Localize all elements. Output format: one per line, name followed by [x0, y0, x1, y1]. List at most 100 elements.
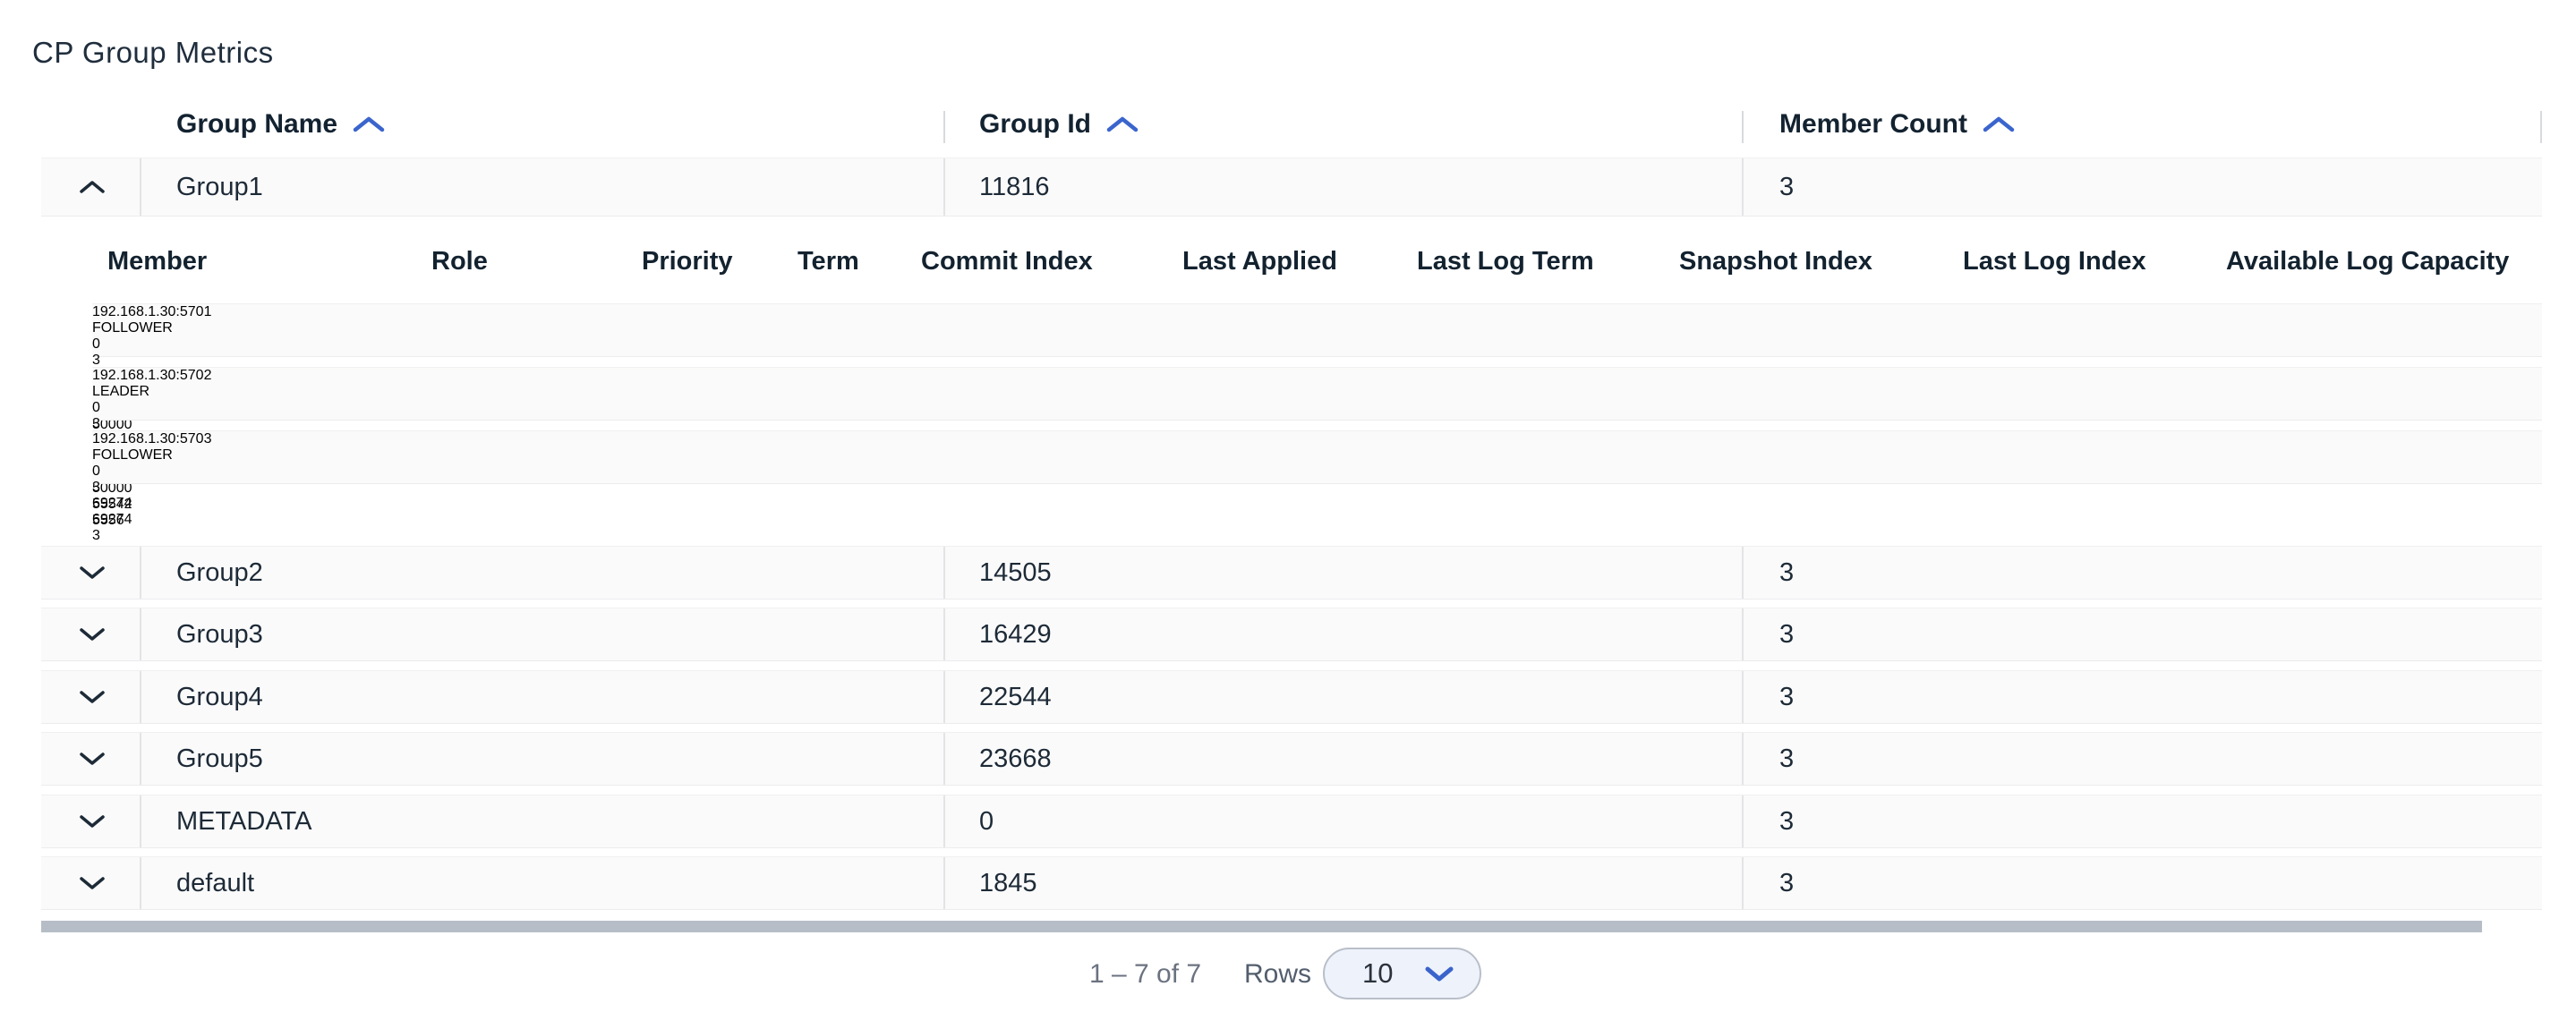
page-range-label: 1 – 7 of 7	[1089, 959, 1202, 989]
last-log-index-column-header: Last Log Index	[1963, 246, 2146, 276]
member-count-cell: 3	[1779, 806, 1795, 836]
cell-divider	[1742, 671, 1744, 723]
expand-row-button[interactable]	[71, 547, 114, 599]
member-cell: 192.168.1.30:5701	[92, 304, 212, 319]
chevron-down-icon	[79, 689, 106, 705]
term-cell: 3	[92, 416, 100, 431]
expand-row-button[interactable]	[71, 608, 114, 660]
role-cell: FOLLOWER	[92, 447, 173, 463]
page-title: CP Group Metrics	[32, 36, 274, 69]
cell-divider	[140, 671, 141, 723]
group-row-default[interactable]: default 1845 3	[41, 856, 2542, 910]
cell-divider	[943, 795, 945, 847]
member-cell: 192.168.1.30:5702	[92, 368, 212, 383]
rows-per-page-label: Rows	[1244, 959, 1312, 989]
commit-index-column-header: Commit Index	[921, 246, 1093, 276]
snapshot-index-column-header: Snapshot Index	[1679, 246, 1872, 276]
cell-divider	[943, 733, 945, 785]
cell-divider	[1742, 795, 1744, 847]
expand-row-button[interactable]	[71, 733, 114, 785]
chevron-down-icon	[79, 751, 106, 767]
group-row-group4[interactable]: Group4 22544 3	[41, 670, 2542, 724]
group-row-metadata[interactable]: METADATA 0 3	[41, 795, 2542, 848]
chevron-down-icon	[79, 626, 106, 642]
chevron-down-icon	[79, 565, 106, 581]
priority-cell: 0	[92, 463, 100, 479]
expand-row-button[interactable]	[71, 671, 114, 723]
cell-divider	[140, 733, 141, 785]
snapshot-index-cell: 50000	[92, 480, 132, 496]
group-id-cell: 1845	[979, 868, 1037, 897]
group-name-cell: Group2	[176, 557, 263, 587]
group-name-cell: default	[176, 868, 255, 897]
member-count-cell: 3	[1779, 557, 1795, 587]
cell-divider	[1742, 608, 1744, 660]
member-row: 192.168.1.30:5702 LEADER 0 3 55541 55541…	[92, 367, 2542, 528]
header-divider	[1742, 111, 1744, 143]
cell-divider	[943, 547, 945, 599]
available-log-capacity-column-header: Available Log Capacity	[2226, 246, 2510, 276]
expand-row-button[interactable]	[71, 795, 114, 847]
sort-ascending-icon	[1982, 115, 2016, 134]
column-header-label: Group Id	[979, 109, 1091, 139]
last-applied-cell: 69274	[92, 512, 132, 527]
cell-divider	[140, 158, 141, 216]
group-id-cell: 0	[979, 806, 994, 836]
cell-divider	[140, 795, 141, 847]
last-applied-column-header: Last Applied	[1182, 246, 1337, 276]
column-header-group-id[interactable]: Group Id	[979, 104, 1139, 145]
horizontal-scrollbar-thumb[interactable]	[41, 921, 2482, 932]
horizontal-scrollbar-track	[41, 921, 2542, 932]
member-count-cell: 3	[1779, 172, 1795, 201]
member-table-header: Member Role Priority Term Commit Index L…	[92, 242, 2542, 281]
column-header-label: Group Name	[176, 109, 338, 139]
term-column-header: Term	[798, 246, 859, 276]
group-name-cell: Group3	[176, 619, 263, 649]
term-cell: 3	[92, 353, 100, 368]
cell-divider	[943, 158, 945, 216]
cell-divider	[1742, 547, 1744, 599]
last-log-term-column-header: Last Log Term	[1417, 246, 1594, 276]
group-row-group2[interactable]: Group2 14505 3	[41, 546, 2542, 600]
rows-per-page-select[interactable]: 10	[1323, 948, 1481, 999]
cell-divider	[943, 671, 945, 723]
role-cell: FOLLOWER	[92, 320, 173, 336]
commit-index-cell: 69274	[92, 496, 132, 511]
member-row: 192.168.1.30:5703 FOLLOWER 0 3 69274 692…	[92, 430, 2542, 591]
snapshot-index-cell: 50000	[92, 417, 132, 432]
group-row-group5[interactable]: Group5 23668 3	[41, 732, 2542, 786]
group-id-cell: 14505	[979, 557, 1052, 587]
group-name-cell: Group1	[176, 172, 263, 201]
member-column-header: Member	[107, 246, 208, 276]
sort-ascending-icon	[352, 115, 386, 134]
column-header-label: Member Count	[1779, 109, 1967, 139]
cell-divider	[140, 857, 141, 909]
member-count-cell: 3	[1779, 744, 1795, 773]
last-log-term-cell: 3	[92, 528, 100, 543]
chevron-down-icon	[79, 813, 106, 829]
group-name-cell: METADATA	[176, 806, 312, 836]
group-name-cell: Group4	[176, 682, 263, 711]
expand-row-button[interactable]	[71, 857, 114, 909]
chevron-down-icon	[1424, 965, 1454, 982]
cell-divider	[1742, 158, 1744, 216]
cell-divider	[1742, 733, 1744, 785]
chevron-up-icon	[79, 179, 106, 195]
header-divider	[2540, 111, 2542, 143]
group-id-cell: 16429	[979, 619, 1052, 649]
available-log-capacity-cell: 5556	[92, 513, 124, 528]
column-header-member-count[interactable]: Member Count	[1779, 104, 2016, 145]
chevron-down-icon	[79, 875, 106, 891]
group-id-cell: 23668	[979, 744, 1052, 773]
sort-ascending-icon	[1105, 115, 1139, 134]
role-cell: LEADER	[92, 384, 150, 399]
last-log-index-cell: 55542	[92, 497, 132, 512]
group-name-cell: Group5	[176, 744, 263, 773]
column-header-group-name[interactable]: Group Name	[176, 104, 386, 145]
group-row-group3[interactable]: Group3 16429 3	[41, 608, 2542, 661]
group-row-group1[interactable]: Group1 11816 3	[41, 157, 2542, 217]
collapse-row-button[interactable]	[71, 158, 114, 216]
priority-cell: 0	[92, 336, 100, 352]
member-count-cell: 3	[1779, 868, 1795, 897]
